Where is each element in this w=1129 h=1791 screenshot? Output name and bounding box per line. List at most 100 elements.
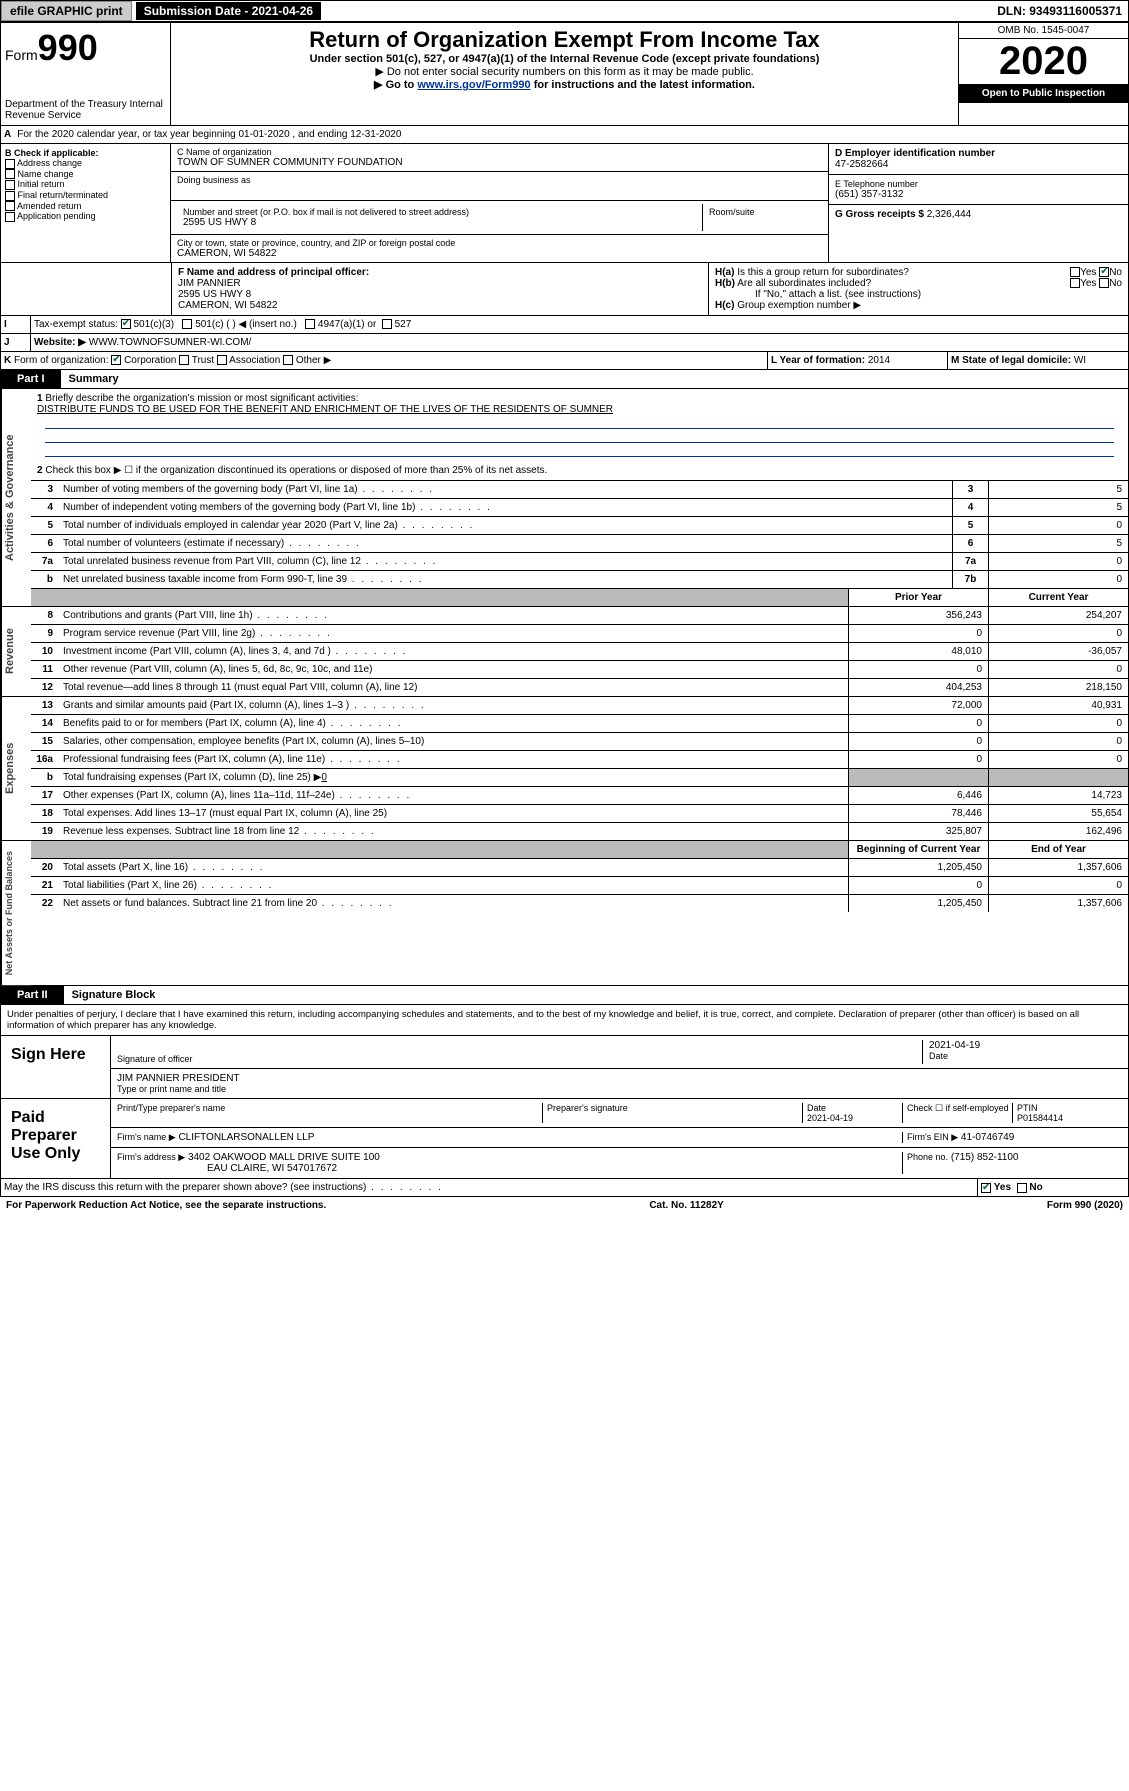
efile-button[interactable]: efile GRAPHIC print [1,1,132,21]
org-name-label: C Name of organization [177,147,822,157]
line9-curr: 0 [988,625,1128,642]
line4: Number of independent voting members of … [59,499,952,516]
discuss-yes-label: Yes [994,1182,1011,1193]
amended-checkbox[interactable] [5,201,15,211]
phone-label: E Telephone number [835,179,1122,189]
sig-typed-name: JIM PANNIER PRESIDENT [117,1073,1122,1084]
line11-prior: 0 [848,661,988,678]
line7a: Total unrelated business revenue from Pa… [59,553,952,570]
line8-curr: 254,207 [988,607,1128,624]
form-org-label: Form of organization: [14,355,109,366]
box-i: I Tax-exempt status: 501(c)(3) 501(c) ( … [0,316,1129,334]
line10: Investment income (Part VIII, column (A)… [59,643,848,660]
discuss-no-label: No [1029,1182,1042,1193]
tax-status-label: Tax-exempt status: [34,319,118,330]
501c3-checkbox[interactable] [121,319,131,329]
part-1-tab: Part I [1,370,61,388]
final-return-checkbox[interactable] [5,191,15,201]
org-name: TOWN OF SUMNER COMMUNITY FOUNDATION [177,157,822,168]
discuss-no[interactable] [1017,1183,1027,1193]
ha-no[interactable] [1099,267,1109,277]
box-c: C Name of organization TOWN OF SUMNER CO… [171,144,828,262]
box-a: AFor the 2020 calendar year, or tax year… [0,126,1129,144]
name-change-checkbox[interactable] [5,169,15,179]
governance-section: Activities & Governance 1 Briefly descri… [0,389,1129,607]
opt-final: Final return/terminated [18,190,109,200]
line18-prior: 78,446 [848,805,988,822]
line11-curr: 0 [988,661,1128,678]
beg-year-hdr: Beginning of Current Year [848,841,988,858]
city-label: City or town, state or province, country… [177,238,822,248]
subtitle-3: ▶ Go to www.irs.gov/Form990 for instruct… [175,78,954,91]
form-label: Form [5,47,38,63]
assoc-label: Association [229,355,280,366]
no-label: No [1109,267,1122,278]
line6-val: 5 [988,535,1128,552]
sign-here-block: Sign Here Signature of officer 2021-04-1… [0,1036,1129,1099]
ein-value: 47-2582664 [835,159,1122,170]
line22-beg: 1,205,450 [848,895,988,912]
initial-return-checkbox[interactable] [5,180,15,190]
hb-yes[interactable] [1070,278,1080,288]
line21-beg: 0 [848,877,988,894]
footer-cat: Cat. No. 11282Y [649,1200,723,1211]
trust-label: Trust [192,355,214,366]
footer-form: Form 990 (2020) [1047,1200,1123,1211]
4947-checkbox[interactable] [305,319,315,329]
prep-sig-label: Preparer's signature [542,1103,802,1123]
discuss-yes[interactable] [981,1183,991,1193]
line10-curr: -36,057 [988,643,1128,660]
instructions-link[interactable]: www.irs.gov/Form990 [417,79,530,91]
pending-checkbox[interactable] [5,212,15,222]
line14-prior: 0 [848,715,988,732]
line7b: Net unrelated business taxable income fr… [59,571,952,588]
sub3-pre: ▶ Go to [374,79,417,91]
year-formation: 2014 [868,355,890,366]
line2: Check this box ▶ ☐ if the organization d… [45,465,547,476]
line13-curr: 40,931 [988,697,1128,714]
curr-year-hdr: Current Year [988,589,1128,606]
trust-checkbox[interactable] [179,355,189,365]
box-b-label: B Check if applicable: [5,148,166,158]
corp-checkbox[interactable] [111,355,121,365]
opt-addr-change: Address change [17,158,82,168]
section-bcdeg: B Check if applicable: Address change Na… [0,144,1129,263]
line16a-curr: 0 [988,751,1128,768]
line7a-val: 0 [988,553,1128,570]
top-bar: efile GRAPHIC print Submission Date - 20… [0,0,1129,22]
dept-treasury: Department of the Treasury Internal Reve… [5,99,166,121]
line9: Program service revenue (Part VIII, line… [59,625,848,642]
line5: Total number of individuals employed in … [59,517,952,534]
line20-end: 1,357,606 [988,859,1128,876]
addr-change-checkbox[interactable] [5,159,15,169]
firm-name: CLIFTONLARSONALLEN LLP [178,1132,314,1143]
yes-label2: Yes [1080,278,1096,289]
line17-curr: 14,723 [988,787,1128,804]
box-b: B Check if applicable: Address change Na… [1,144,171,262]
ha-yes[interactable] [1070,267,1080,277]
line1-label: Briefly describe the organization's miss… [45,393,358,404]
line12-prior: 404,253 [848,679,988,696]
other-checkbox[interactable] [283,355,293,365]
prior-year-hdr: Prior Year [848,589,988,606]
527-checkbox[interactable] [382,319,392,329]
501c-label: 501(c) ( ) ◀ (insert no.) [195,319,297,330]
ptin-value: P01584414 [1017,1113,1063,1123]
501c-checkbox[interactable] [182,319,192,329]
city-state-zip: CAMERON, WI 54822 [177,248,822,259]
line18: Total expenses. Add lines 13–17 (must eq… [59,805,848,822]
line11: Other revenue (Part VIII, column (A), li… [59,661,848,678]
paid-preparer-label: Paid Preparer Use Only [1,1099,111,1178]
hb-no[interactable] [1099,278,1109,288]
sig-date: 2021-04-19 [929,1040,1122,1051]
sig-officer-label: Signature of officer [117,1054,922,1064]
line13: Grants and similar amounts paid (Part IX… [59,697,848,714]
501c3-label: 501(c)(3) [133,319,174,330]
rev-vlabel: Revenue [1,607,31,696]
assoc-checkbox[interactable] [217,355,227,365]
firm-addr-label: Firm's address ▶ [117,1152,185,1162]
form-header: Form990 Department of the Treasury Inter… [0,22,1129,126]
form-number: 990 [38,27,98,68]
firm-phone-label: Phone no. [907,1152,948,1162]
4947-label: 4947(a)(1) or [318,319,376,330]
